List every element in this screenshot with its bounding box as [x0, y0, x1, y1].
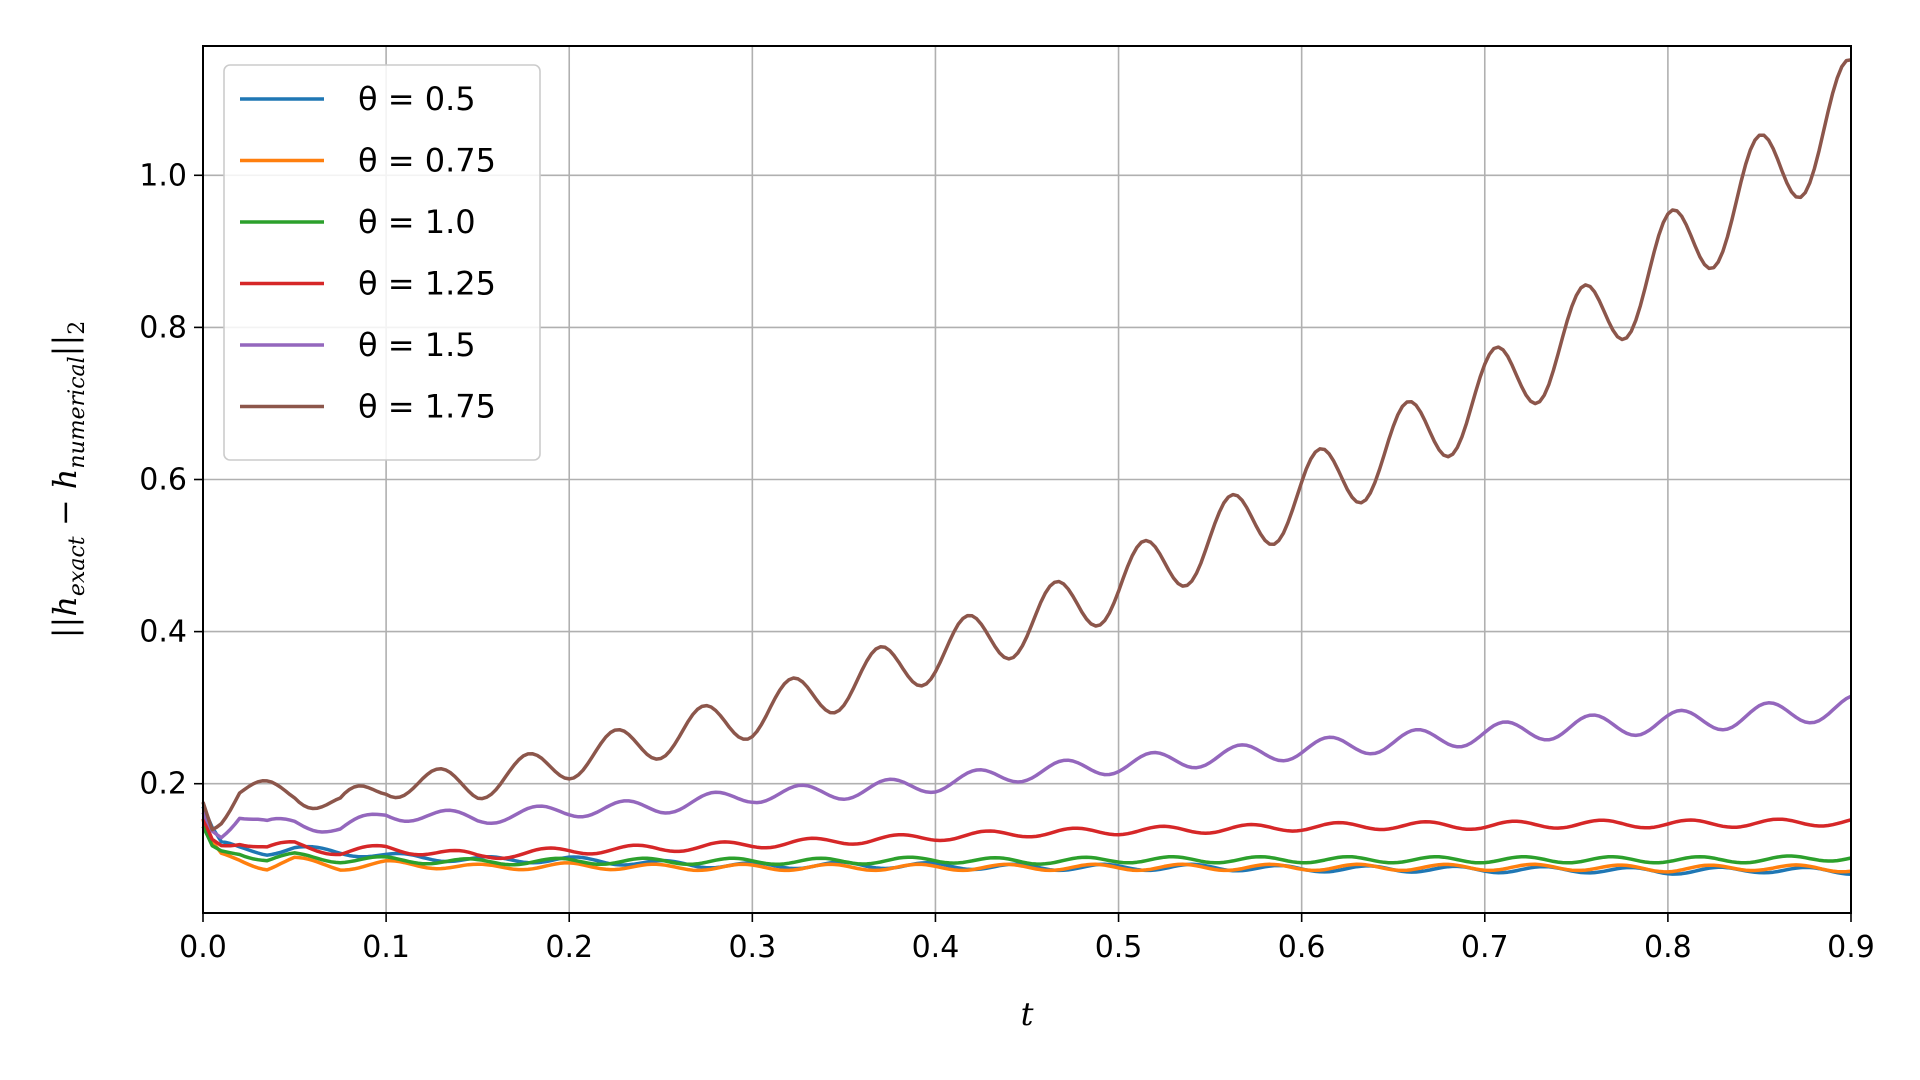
- x-tick-label: 0.5: [1095, 930, 1143, 965]
- y-title-open: ||h: [46, 596, 84, 638]
- x-tick-label: 0.7: [1461, 930, 1509, 965]
- legend-label: θ = 0.75: [358, 142, 496, 180]
- legend-box: [223, 64, 541, 461]
- series-line: [201, 694, 1852, 840]
- x-tick-label: 0.1: [362, 930, 410, 965]
- series-layer: [201, 58, 1852, 876]
- x-axis-title: t: [1021, 995, 1034, 1033]
- series-line: [201, 825, 1852, 867]
- series-line: [201, 819, 1852, 874]
- x-tick-label: 0.8: [1644, 930, 1692, 965]
- x-tick-label: 0.0: [179, 930, 227, 965]
- y-axis-title: ||hexact − hnumerical||2: [46, 321, 90, 638]
- x-tick-label: 0.6: [1278, 930, 1326, 965]
- legend-label: θ = 1.5: [358, 326, 476, 364]
- y-tick-label: 1.0: [139, 158, 187, 193]
- y-tick-label: 0.6: [139, 463, 187, 498]
- legend-label: θ = 1.75: [358, 388, 496, 426]
- x-tick-label: 0.9: [1827, 930, 1875, 965]
- series-line: [201, 817, 1852, 861]
- y-title-sub-numerical: numerical: [65, 356, 90, 468]
- y-tick-label: 0.2: [139, 767, 187, 802]
- legend: θ = 0.5 θ = 0.75 θ = 1.0 θ = 1.25 θ = 1.5 θ =…: [223, 64, 541, 461]
- x-tick-label: 0.2: [545, 930, 593, 965]
- y-tick-label: 0.8: [139, 310, 187, 345]
- series-line: [201, 58, 1852, 832]
- y-axis: 0.2 0.4 0.6 0.8 1.0: [139, 158, 203, 802]
- y-title-sub-exact: exact: [65, 536, 90, 596]
- y-tick-label: 0.4: [139, 615, 187, 650]
- y-title-sub-2: 2: [65, 321, 90, 335]
- x-tick-label: 0.3: [728, 930, 776, 965]
- x-axis: 0.0 0.1 0.2 0.3 0.4 0.5 0.6 0.7 0.8 0.9: [179, 913, 1875, 965]
- legend-label: θ = 0.5: [358, 80, 476, 118]
- legend-label: θ = 1.25: [358, 265, 496, 303]
- x-tick-label: 0.4: [912, 930, 960, 965]
- y-title-minus: − h: [46, 469, 84, 537]
- y-title-close: ||: [46, 335, 84, 357]
- legend-label: θ = 1.0: [358, 203, 476, 241]
